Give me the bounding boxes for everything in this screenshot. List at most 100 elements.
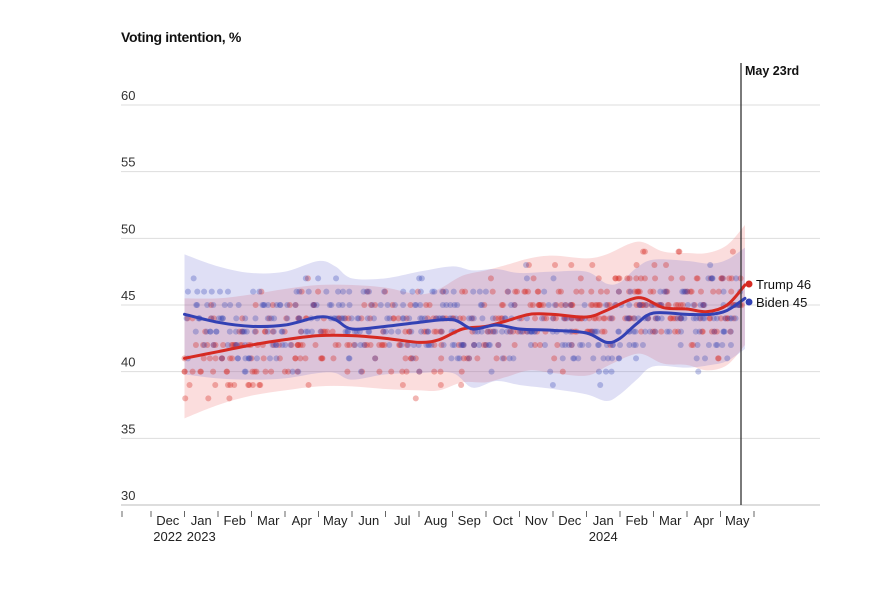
poll-dot-biden bbox=[449, 342, 456, 348]
poll-dot-trump bbox=[634, 288, 641, 295]
poll-dot-biden bbox=[700, 302, 707, 308]
poll-dot-trump bbox=[551, 355, 558, 362]
poll-dot-biden bbox=[271, 315, 278, 322]
poll-dot-biden bbox=[678, 315, 685, 322]
poll-dot-trump bbox=[588, 302, 595, 308]
poll-dot-trump bbox=[677, 315, 684, 322]
poll-dot-trump bbox=[359, 368, 366, 375]
poll-dot-trump bbox=[469, 315, 476, 322]
poll-dot-trump bbox=[407, 355, 414, 362]
poll-dot-biden bbox=[654, 315, 661, 322]
poll-dot-trump bbox=[285, 368, 292, 375]
poll-dot-trump bbox=[652, 275, 659, 282]
poll-dot-trump bbox=[490, 328, 497, 335]
poll-dot-biden bbox=[550, 275, 557, 282]
poll-dot-trump bbox=[658, 328, 665, 335]
poll-dot-trump bbox=[210, 368, 217, 375]
poll-dot-trump bbox=[269, 302, 276, 308]
poll-dot-trump bbox=[527, 302, 534, 308]
poll-dot-trump bbox=[378, 342, 385, 348]
poll-dot-trump bbox=[612, 275, 619, 282]
poll-dot-trump bbox=[186, 382, 193, 388]
poll-dot-trump bbox=[412, 355, 419, 362]
poll-dot-biden bbox=[388, 328, 395, 335]
poll-dot-biden bbox=[696, 328, 703, 335]
poll-dot-biden bbox=[615, 328, 622, 335]
poll-dot-trump bbox=[204, 342, 211, 348]
poll-dot-biden bbox=[256, 288, 263, 295]
poll-dot-biden bbox=[366, 328, 373, 335]
poll-dot-biden bbox=[579, 342, 586, 348]
poll-dot-biden bbox=[242, 315, 249, 322]
poll-dot-biden bbox=[440, 342, 447, 348]
poll-dot-biden bbox=[591, 328, 598, 335]
poll-dot-trump bbox=[665, 302, 672, 308]
poll-dot-biden bbox=[692, 328, 699, 335]
poll-dot-trump bbox=[256, 382, 263, 388]
poll-dot-biden bbox=[276, 302, 283, 308]
poll-dot-trump bbox=[437, 382, 444, 388]
poll-dot-biden bbox=[697, 302, 704, 308]
poll-dot-trump bbox=[643, 302, 650, 308]
poll-dot-trump bbox=[206, 355, 213, 362]
poll-dot-trump bbox=[481, 302, 488, 308]
poll-dot-trump bbox=[399, 382, 406, 388]
poll-dot-trump bbox=[372, 302, 379, 308]
poll-dot-trump bbox=[440, 288, 447, 295]
poll-dot-trump bbox=[699, 328, 706, 335]
poll-dot-trump bbox=[239, 315, 246, 322]
poll-dot-biden bbox=[684, 288, 691, 295]
poll-dot-trump bbox=[589, 262, 596, 268]
poll-dot-trump bbox=[694, 275, 701, 282]
x-tick-label: May bbox=[725, 513, 750, 528]
poll-dot-trump bbox=[609, 315, 616, 322]
poll-dot-trump bbox=[368, 302, 375, 308]
poll-dot-trump bbox=[318, 355, 325, 362]
poll-dot-biden bbox=[219, 315, 226, 322]
poll-dot-trump bbox=[252, 302, 259, 308]
poll-dot-trump bbox=[495, 315, 502, 322]
poll-dot-trump bbox=[673, 302, 680, 308]
poll-dot-trump bbox=[403, 368, 410, 375]
poll-dot-biden bbox=[677, 342, 684, 348]
poll-dot-biden bbox=[234, 355, 241, 362]
poll-dot-biden bbox=[308, 328, 315, 335]
poll-dot-biden bbox=[600, 355, 607, 362]
poll-dot-biden bbox=[201, 288, 208, 295]
poll-dot-biden bbox=[652, 328, 659, 335]
poll-dot-biden bbox=[639, 342, 646, 348]
poll-dot-trump bbox=[487, 328, 494, 335]
poll-dot-trump bbox=[626, 315, 633, 322]
poll-dot-trump bbox=[722, 315, 729, 322]
poll-dot-biden bbox=[479, 315, 486, 322]
poll-dot-biden bbox=[705, 342, 712, 348]
poll-dot-biden bbox=[541, 342, 548, 348]
poll-dot-biden bbox=[203, 328, 210, 335]
poll-dot-biden bbox=[470, 315, 477, 322]
poll-dot-biden bbox=[485, 328, 492, 335]
poll-dot-trump bbox=[471, 342, 478, 348]
poll-dot-trump bbox=[295, 315, 302, 322]
poll-dot-biden bbox=[450, 288, 457, 295]
poll-dot-biden bbox=[252, 315, 259, 322]
poll-dot-trump bbox=[460, 355, 467, 362]
poll-dot-biden bbox=[595, 342, 602, 348]
poll-dot-biden bbox=[705, 275, 712, 282]
poll-dot-trump bbox=[719, 275, 726, 282]
poll-dot-biden bbox=[417, 315, 424, 322]
poll-dot-biden bbox=[597, 382, 604, 388]
poll-dot-biden bbox=[204, 302, 211, 308]
poll-dot-biden bbox=[339, 315, 346, 322]
poll-dot-biden bbox=[652, 315, 659, 322]
poll-dot-biden bbox=[259, 302, 266, 308]
poll-dot-biden bbox=[242, 368, 249, 375]
poll-dot-trump bbox=[202, 328, 209, 335]
poll-dot-biden bbox=[468, 315, 475, 322]
poll-dot-biden bbox=[247, 355, 254, 362]
poll-dot-trump bbox=[276, 342, 283, 348]
poll-dot-trump bbox=[664, 302, 671, 308]
poll-dot-biden bbox=[465, 355, 472, 362]
x-tick-label: May bbox=[323, 513, 348, 528]
poll-dot-biden bbox=[425, 328, 432, 335]
